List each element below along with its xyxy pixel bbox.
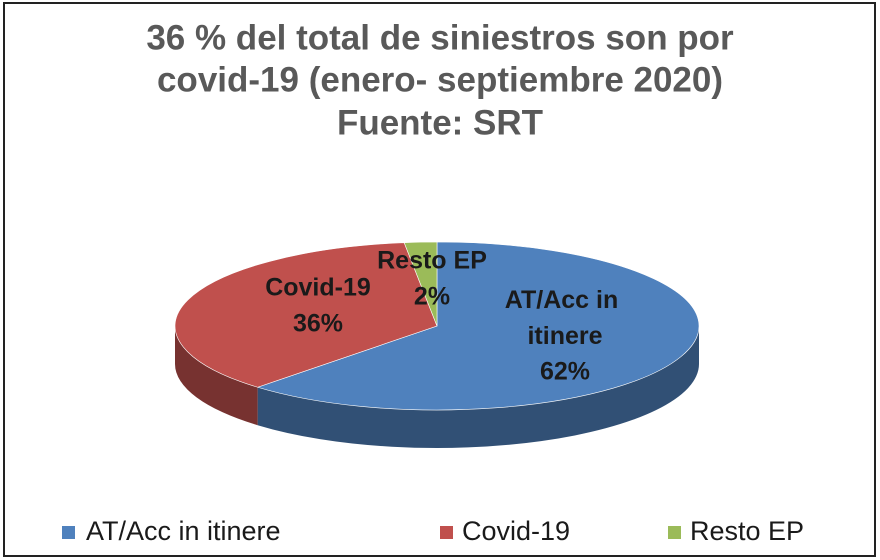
slice xyxy=(403,241,438,327)
data-label-category: Resto EP xyxy=(377,247,487,275)
chart-title: 36 % del total de siniestros son por xyxy=(146,18,734,57)
legend-label: AT/Acc in itinere xyxy=(86,516,281,546)
legend-swatch xyxy=(668,526,681,539)
legend-label: Resto EP xyxy=(690,516,804,546)
legend-swatch xyxy=(62,526,75,539)
data-label-value: 36% xyxy=(293,310,343,338)
slice xyxy=(174,242,438,388)
data-label-category: Covid-19 xyxy=(265,274,371,302)
data-label-category: AT/Acc in itinere xyxy=(505,286,625,350)
chart-title: Fuente: SRT xyxy=(337,103,543,142)
slice-side xyxy=(257,326,699,448)
slice xyxy=(256,241,700,411)
data-label-value: 2% xyxy=(414,283,450,311)
legend-label: Covid-19 xyxy=(462,516,570,546)
chart-title: covid-19 (enero- septiembre 2020) xyxy=(157,60,723,99)
slice-side xyxy=(175,326,258,426)
legend-swatch xyxy=(440,526,453,539)
data-label-value: 62% xyxy=(540,358,590,386)
